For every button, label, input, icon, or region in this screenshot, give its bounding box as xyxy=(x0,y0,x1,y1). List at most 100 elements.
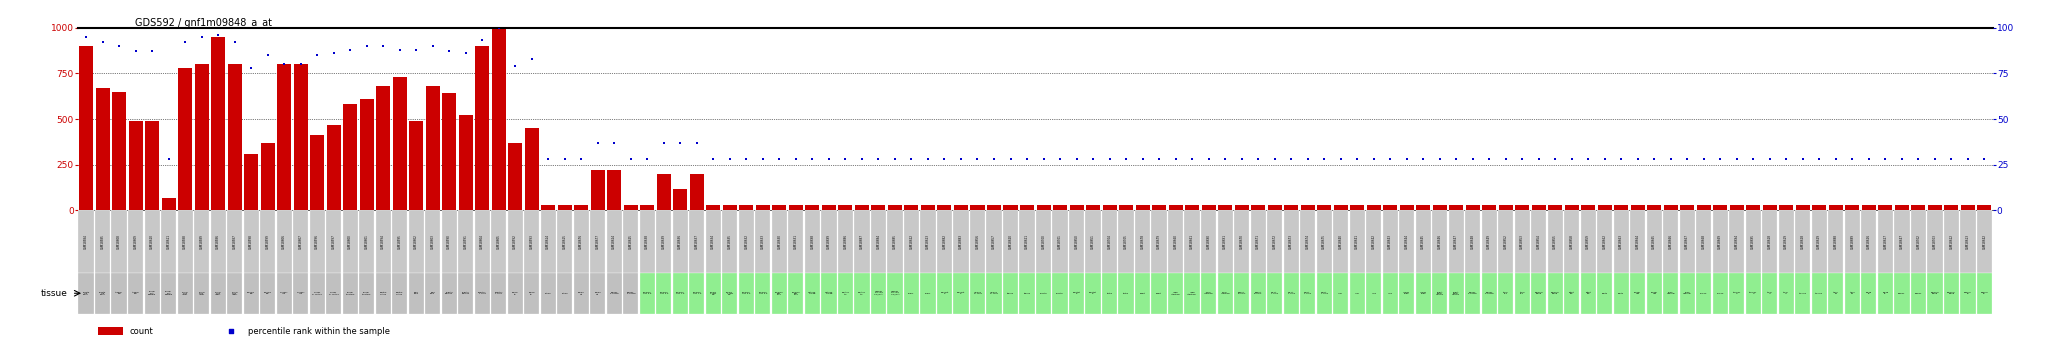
Bar xyxy=(328,125,340,210)
Bar xyxy=(903,210,920,273)
Bar xyxy=(1731,205,1743,210)
Point xyxy=(1309,157,1341,162)
Bar xyxy=(1350,210,1364,273)
Text: GSM18701: GSM18701 xyxy=(1059,234,1063,249)
Text: GSM18690: GSM18690 xyxy=(1206,234,1210,249)
Text: GSM18636: GSM18636 xyxy=(678,234,682,249)
Text: stom
ach: stom ach xyxy=(1520,292,1526,295)
Point xyxy=(911,157,944,162)
Point xyxy=(1704,157,1737,162)
Point xyxy=(1440,157,1473,162)
Text: liver: liver xyxy=(1354,293,1360,294)
Bar xyxy=(524,273,539,314)
Bar xyxy=(1251,205,1266,210)
Bar xyxy=(838,205,852,210)
Point xyxy=(1391,157,1423,162)
Bar xyxy=(590,210,606,273)
Bar xyxy=(1796,210,1810,273)
Bar xyxy=(1053,273,1067,314)
Text: GSM18590: GSM18590 xyxy=(446,234,451,249)
Point xyxy=(565,157,598,162)
Point xyxy=(1374,157,1407,162)
Bar xyxy=(971,210,985,273)
Bar xyxy=(1085,210,1100,273)
Bar xyxy=(358,273,375,314)
Bar xyxy=(459,273,473,314)
Text: GSM18661: GSM18661 xyxy=(1190,234,1194,249)
Text: embryo
day
10.5: embryo day 10.5 xyxy=(774,292,784,295)
Point xyxy=(928,157,961,162)
Point xyxy=(1573,157,1606,162)
Bar xyxy=(1614,273,1628,314)
Text: CD4+
T cells: CD4+ T cells xyxy=(1272,292,1278,294)
Bar xyxy=(971,273,985,314)
Text: GSM18656: GSM18656 xyxy=(975,234,979,249)
Text: CD8+
T cells: CD8+ T cells xyxy=(1305,292,1311,294)
Text: percentile rank within the sample: percentile rank within the sample xyxy=(248,327,389,336)
Bar xyxy=(1217,210,1233,273)
Text: CD8+
T cells: CD8+ T cells xyxy=(1321,292,1327,294)
Text: spinal
cord
lower: spinal cord lower xyxy=(182,292,188,295)
Text: prostat
e: prostat e xyxy=(1073,292,1081,295)
Bar xyxy=(557,273,571,314)
Bar xyxy=(1745,210,1761,273)
Point xyxy=(1522,157,1554,162)
Text: adipos
e tissue: adipos e tissue xyxy=(1468,292,1477,295)
Point xyxy=(846,157,879,162)
Bar xyxy=(954,273,969,314)
Bar xyxy=(541,205,555,210)
Bar xyxy=(1663,205,1677,210)
Bar xyxy=(920,210,936,273)
Bar xyxy=(78,273,94,314)
Text: GSM18688: GSM18688 xyxy=(1833,234,1837,249)
Bar xyxy=(1548,210,1563,273)
Bar xyxy=(492,210,506,273)
Bar xyxy=(1053,210,1067,273)
Point xyxy=(549,157,582,162)
Text: stom
ach: stom ach xyxy=(1503,292,1509,295)
Bar xyxy=(1020,210,1034,273)
Text: trigemi
nal: trigemi nal xyxy=(115,292,123,295)
Bar xyxy=(260,143,274,210)
Bar xyxy=(1167,210,1184,273)
Point xyxy=(1176,157,1208,162)
Text: GSM18673: GSM18673 xyxy=(1288,234,1292,249)
Point xyxy=(1126,157,1159,162)
Bar xyxy=(442,93,457,210)
Bar xyxy=(1862,205,1876,210)
Point xyxy=(993,157,1026,162)
Point xyxy=(797,157,829,162)
Bar xyxy=(309,210,326,273)
Bar xyxy=(1202,205,1217,210)
Text: GSM18588: GSM18588 xyxy=(182,234,186,249)
Bar xyxy=(1135,273,1151,314)
Bar xyxy=(1845,273,1860,314)
Bar xyxy=(260,273,274,314)
Bar xyxy=(756,205,770,210)
Bar xyxy=(129,121,143,210)
Bar xyxy=(657,174,672,210)
Bar xyxy=(557,210,571,273)
Text: adrenal
gland: adrenal gland xyxy=(1550,292,1559,294)
Text: placent
a: placent a xyxy=(956,292,965,295)
Bar xyxy=(1317,210,1331,273)
Bar xyxy=(1020,205,1034,210)
Text: hypoth
alamus: hypoth alamus xyxy=(444,292,453,295)
Text: GSM18700: GSM18700 xyxy=(1042,234,1047,249)
Bar xyxy=(1663,273,1679,314)
Text: oocyte: oocyte xyxy=(1057,293,1063,294)
Bar xyxy=(1151,210,1167,273)
Bar xyxy=(772,273,786,314)
Bar xyxy=(1366,205,1380,210)
Bar xyxy=(887,210,903,273)
Bar xyxy=(1102,210,1116,273)
Point xyxy=(977,157,1010,162)
Bar xyxy=(854,205,868,210)
Bar xyxy=(821,205,836,210)
Text: brown
fat: brown fat xyxy=(578,292,586,295)
Bar xyxy=(1483,205,1497,210)
Text: amygd
ala: amygd ala xyxy=(264,292,272,294)
Point xyxy=(1554,157,1587,162)
Bar xyxy=(1548,205,1563,210)
Text: GSM18648: GSM18648 xyxy=(1470,234,1475,249)
